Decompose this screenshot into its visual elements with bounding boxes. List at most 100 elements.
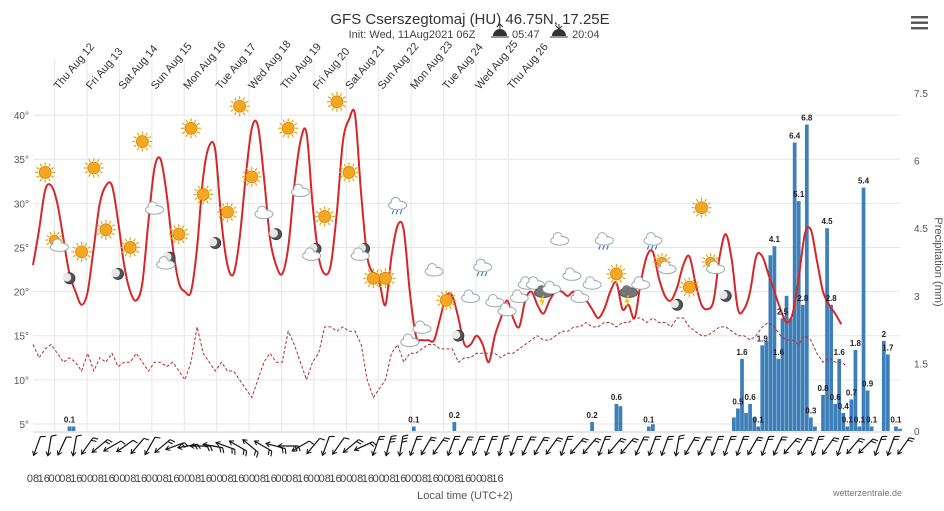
sun-ray (99, 162, 103, 166)
precip-data-label: 5.1 (793, 190, 805, 199)
wind-feather (633, 437, 640, 441)
y-tick-label: 25° (14, 243, 29, 254)
wind-shaft (660, 436, 669, 456)
cloud-fill (389, 201, 406, 209)
wind-feather (808, 436, 814, 439)
wind-shaft (846, 437, 861, 455)
hamburger-menu-icon[interactable] (910, 14, 930, 32)
wind-barb-icon (660, 435, 674, 457)
wind-shaft (560, 436, 569, 456)
sun-ray (653, 264, 658, 268)
hour-label: 00 (470, 473, 482, 485)
wind-feather (731, 435, 737, 438)
sun-ray (713, 253, 716, 258)
wind-barb-icon (144, 436, 161, 456)
wind-shaft (822, 437, 835, 455)
sun-ray (230, 203, 233, 207)
wind-shaft (154, 439, 171, 453)
wind-shaft (545, 437, 559, 455)
sun-ray (185, 134, 189, 138)
sunrise-icon (491, 23, 509, 38)
hour-label: 16 (167, 473, 179, 485)
hour-label: 08 (59, 473, 71, 485)
hour-label: 16 (394, 473, 406, 485)
rain-drop (476, 271, 480, 277)
wind-feather (76, 434, 82, 437)
cloud-fill (462, 294, 479, 302)
sun-disc (342, 166, 356, 179)
wind-barb-icon (408, 435, 423, 457)
wind-arrowhead (797, 449, 803, 456)
wind-feather (796, 437, 803, 441)
wind-barb-icon (384, 435, 397, 457)
y-tick-label: 35° (14, 155, 29, 166)
cloud-fill (499, 307, 516, 315)
wind-barb-icon (471, 435, 486, 457)
sun-disc (318, 210, 332, 223)
wind-feather (454, 435, 461, 438)
precip-bar (809, 417, 813, 431)
wind-feather (379, 435, 385, 438)
wind-shaft (372, 436, 381, 456)
rain-drop (399, 210, 403, 215)
sun-ray (619, 264, 622, 269)
sun-ray (36, 175, 40, 178)
wind-feather (255, 452, 259, 458)
sun-ray (96, 159, 100, 163)
sun-ray (388, 269, 391, 273)
sun-ray (124, 238, 128, 242)
wind-feather (209, 445, 213, 452)
hour-label: 08 (448, 473, 460, 485)
sun-ray (692, 202, 696, 205)
wind-feather (818, 438, 824, 440)
precip-bar (411, 426, 416, 431)
cloud-icon (631, 276, 651, 290)
sun-ray (653, 257, 658, 260)
wind-barb-icon (342, 439, 364, 454)
precip-bar (772, 246, 777, 431)
wind-shaft (116, 439, 134, 453)
wind-arrowhead (291, 446, 297, 452)
wind-shaft (420, 437, 432, 455)
temperature-line (32, 108, 843, 364)
wind-shaft (811, 436, 820, 456)
hour-label: 00 (146, 473, 158, 485)
rain-drop (602, 245, 605, 250)
wind-barb-icon (673, 434, 685, 457)
y-tick-label: 5° (19, 420, 29, 431)
sun-ray (50, 166, 55, 170)
cloud-icon (582, 276, 602, 290)
sun-ray (100, 220, 103, 225)
wind-barb-icon (484, 435, 498, 457)
sun-ray (437, 303, 441, 306)
sun-disc (281, 121, 295, 135)
wind-feather (730, 438, 736, 440)
wind-feather (907, 439, 913, 443)
sun-ray (242, 179, 247, 183)
wind-barb-icon (432, 437, 451, 455)
sun-ray (133, 253, 136, 257)
hour-label: 16 (38, 473, 50, 485)
wind-feather (431, 436, 437, 439)
hour-label: 08 (286, 473, 298, 485)
sun-ray (702, 264, 706, 268)
sun-ray (242, 111, 246, 116)
wind-feather (604, 438, 610, 440)
sun-ray (610, 279, 614, 283)
precip-data-label: 0.1 (753, 415, 765, 424)
wind-barb-icon (80, 437, 99, 455)
wind-feather (416, 438, 422, 440)
wind-arrowhead (810, 450, 817, 457)
sun-ray (319, 222, 322, 226)
wind-feather (51, 434, 57, 437)
precip-bar (853, 349, 858, 431)
sun-ray (197, 200, 201, 204)
hour-label: 16 (103, 473, 115, 485)
wind-arrowhead (647, 450, 654, 457)
wind-arrowhead (154, 447, 160, 454)
wind-feather (429, 439, 436, 442)
sun-disc (75, 245, 89, 259)
wind-feather (516, 438, 523, 440)
moon-icon (111, 268, 124, 280)
precip-bar (898, 428, 902, 431)
